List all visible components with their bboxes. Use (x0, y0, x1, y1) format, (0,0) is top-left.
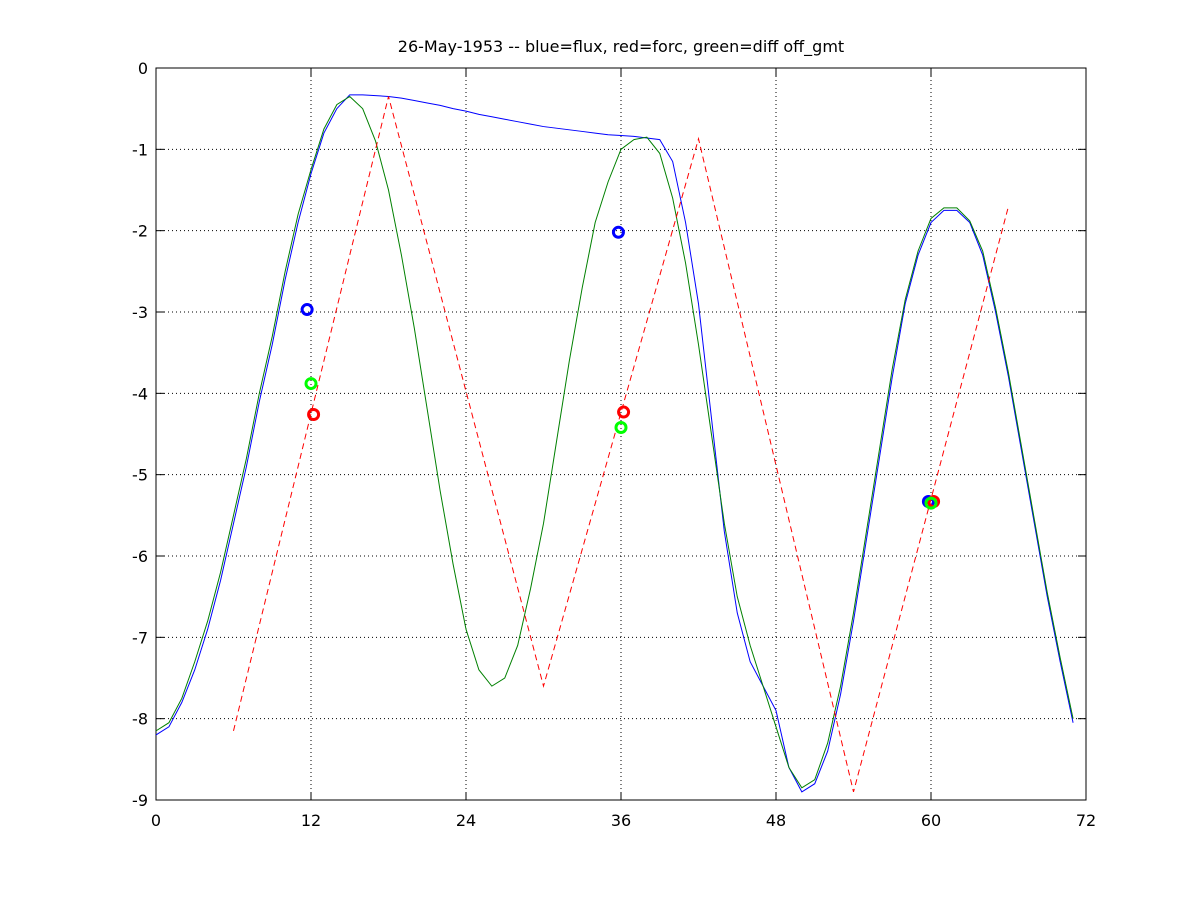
y-tick-label: 0 (138, 59, 148, 78)
x-tick-label: 36 (611, 811, 631, 830)
chart-title: 26-May-1953 -- blue=flux, red=forc, gree… (398, 37, 844, 57)
series-line (233, 96, 1009, 792)
x-tick-label: 72 (1076, 811, 1096, 830)
x-tick-label: 24 (456, 811, 476, 830)
marker (924, 496, 938, 510)
y-tick-label: -4 (132, 384, 148, 403)
marker (614, 420, 628, 434)
y-tick-label: -8 (132, 710, 148, 729)
series-line (155, 95, 1074, 789)
y-tick-label: -7 (132, 628, 148, 647)
y-tick-label: -6 (132, 547, 148, 566)
y-tick-label: -3 (132, 303, 148, 322)
plot-frame (155, 67, 1087, 801)
marker (304, 377, 318, 391)
y-tick-label: -1 (132, 140, 148, 159)
y-tick-label: -2 (132, 222, 148, 241)
x-tick-label: 12 (301, 811, 321, 830)
marker (307, 407, 321, 421)
y-tick-label: -5 (132, 466, 148, 485)
x-tick-label: 0 (151, 811, 161, 830)
marker (611, 225, 625, 239)
x-tick-label: 60 (921, 811, 941, 830)
x-tick-label: 48 (766, 811, 786, 830)
series-line (155, 94, 1074, 793)
y-tick-label: -9 (132, 791, 148, 810)
marker (300, 303, 314, 317)
marker (617, 405, 631, 419)
